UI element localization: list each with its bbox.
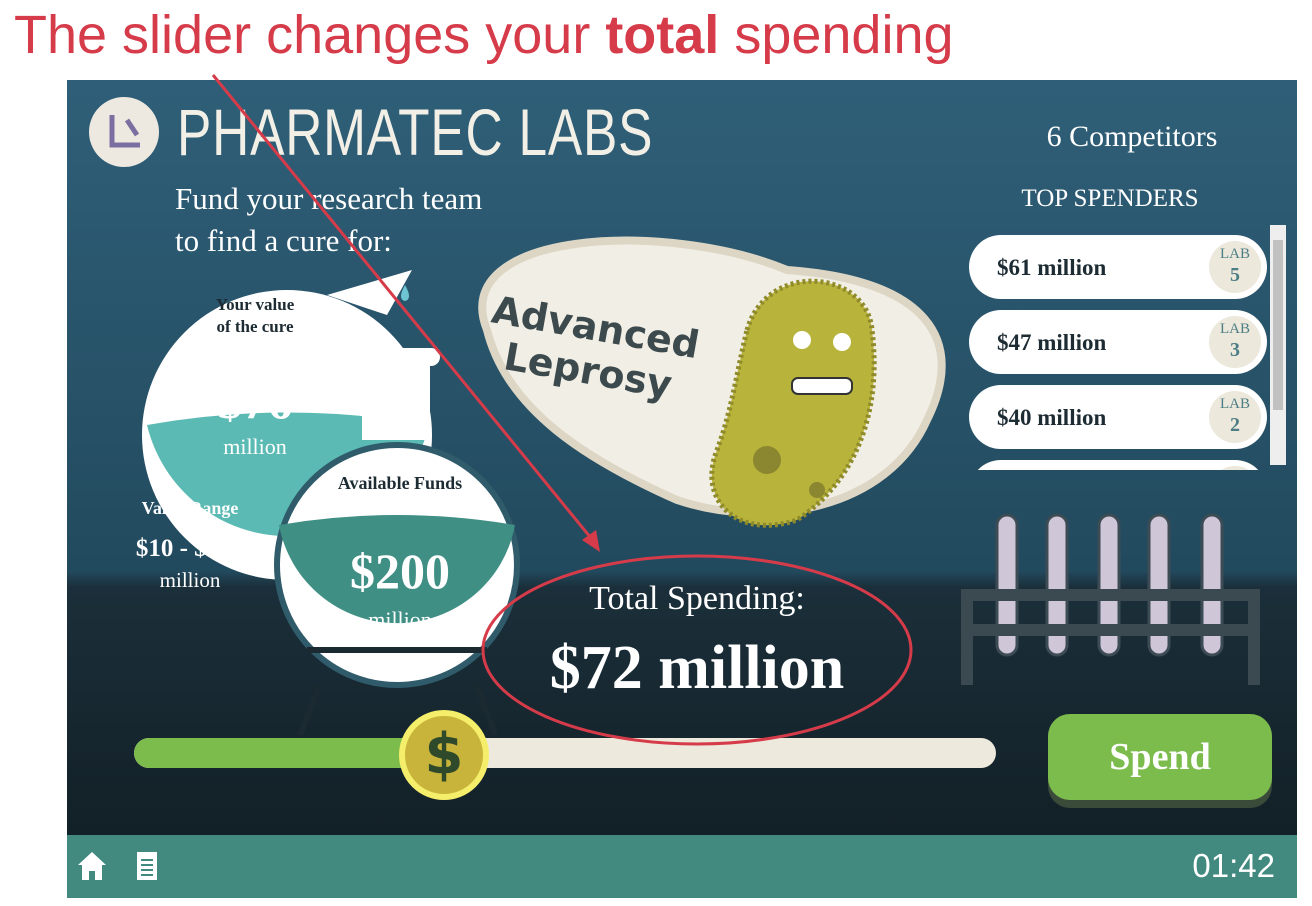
spender-row: $40 million LAB 2 [969, 385, 1267, 449]
slider-handle[interactable]: $ [397, 708, 491, 802]
annotation-text: The slider changes your [14, 5, 606, 65]
lab-number: 5 [1230, 264, 1240, 286]
funds-amount: $200 [350, 543, 450, 599]
game-screen: PHARMATEC LABS Fund your research team to… [67, 80, 1297, 898]
range-unit: million [159, 568, 221, 592]
lab-label: LAB [1220, 246, 1250, 262]
spender-amount: $61 million [997, 255, 1107, 280]
annotation: The slider changes your total spending [14, 4, 954, 66]
total-label: Total Spending: [589, 580, 805, 617]
lab-number: 2 [1230, 414, 1240, 436]
notes-icon[interactable] [135, 850, 159, 882]
lab-label: LAB [1220, 321, 1250, 337]
lab-badge: LAB [1209, 466, 1261, 470]
spender-amount: $47 million [997, 330, 1107, 355]
home-icon[interactable] [77, 850, 107, 882]
spender-row: $61 million LAB 5 [969, 235, 1267, 299]
annotation-bold: total [605, 5, 720, 65]
range-label: Value Range [141, 498, 239, 518]
svg-text:$: $ [425, 722, 464, 787]
spender-row: LAB [969, 460, 1267, 470]
lab-number: 3 [1230, 339, 1240, 361]
funds-unit: million [368, 607, 432, 632]
competitors: 6 Competitors [1046, 120, 1218, 153]
bottom-bar: 01:42 [67, 835, 1297, 898]
funds-label: Available Funds [337, 473, 463, 493]
annotation-text: spending [719, 5, 954, 65]
spend-button[interactable]: Spend [1048, 714, 1272, 800]
lab-badge: LAB 5 [1209, 241, 1261, 293]
total-amount: $72 million [549, 634, 845, 702]
spender-list[interactable]: $61 million LAB 5 $47 million LAB 3 $40 millio… [67, 230, 1297, 470]
spender-row: $47 million LAB 3 [969, 310, 1267, 374]
lab-badge: LAB 3 [1209, 316, 1261, 368]
range-amount: $10 - $100 [135, 535, 245, 562]
timer: 01:42 [1192, 847, 1275, 884]
lab-badge: LAB 2 [1209, 391, 1261, 443]
brand: PHARMATEC LABS [177, 95, 654, 169]
prompt-line: Fund your research team [175, 181, 483, 216]
lab-label: LAB [1220, 396, 1250, 412]
spender-amount: $40 million [997, 405, 1107, 430]
top-spenders-title: TOP SPENDERS [1021, 185, 1199, 212]
